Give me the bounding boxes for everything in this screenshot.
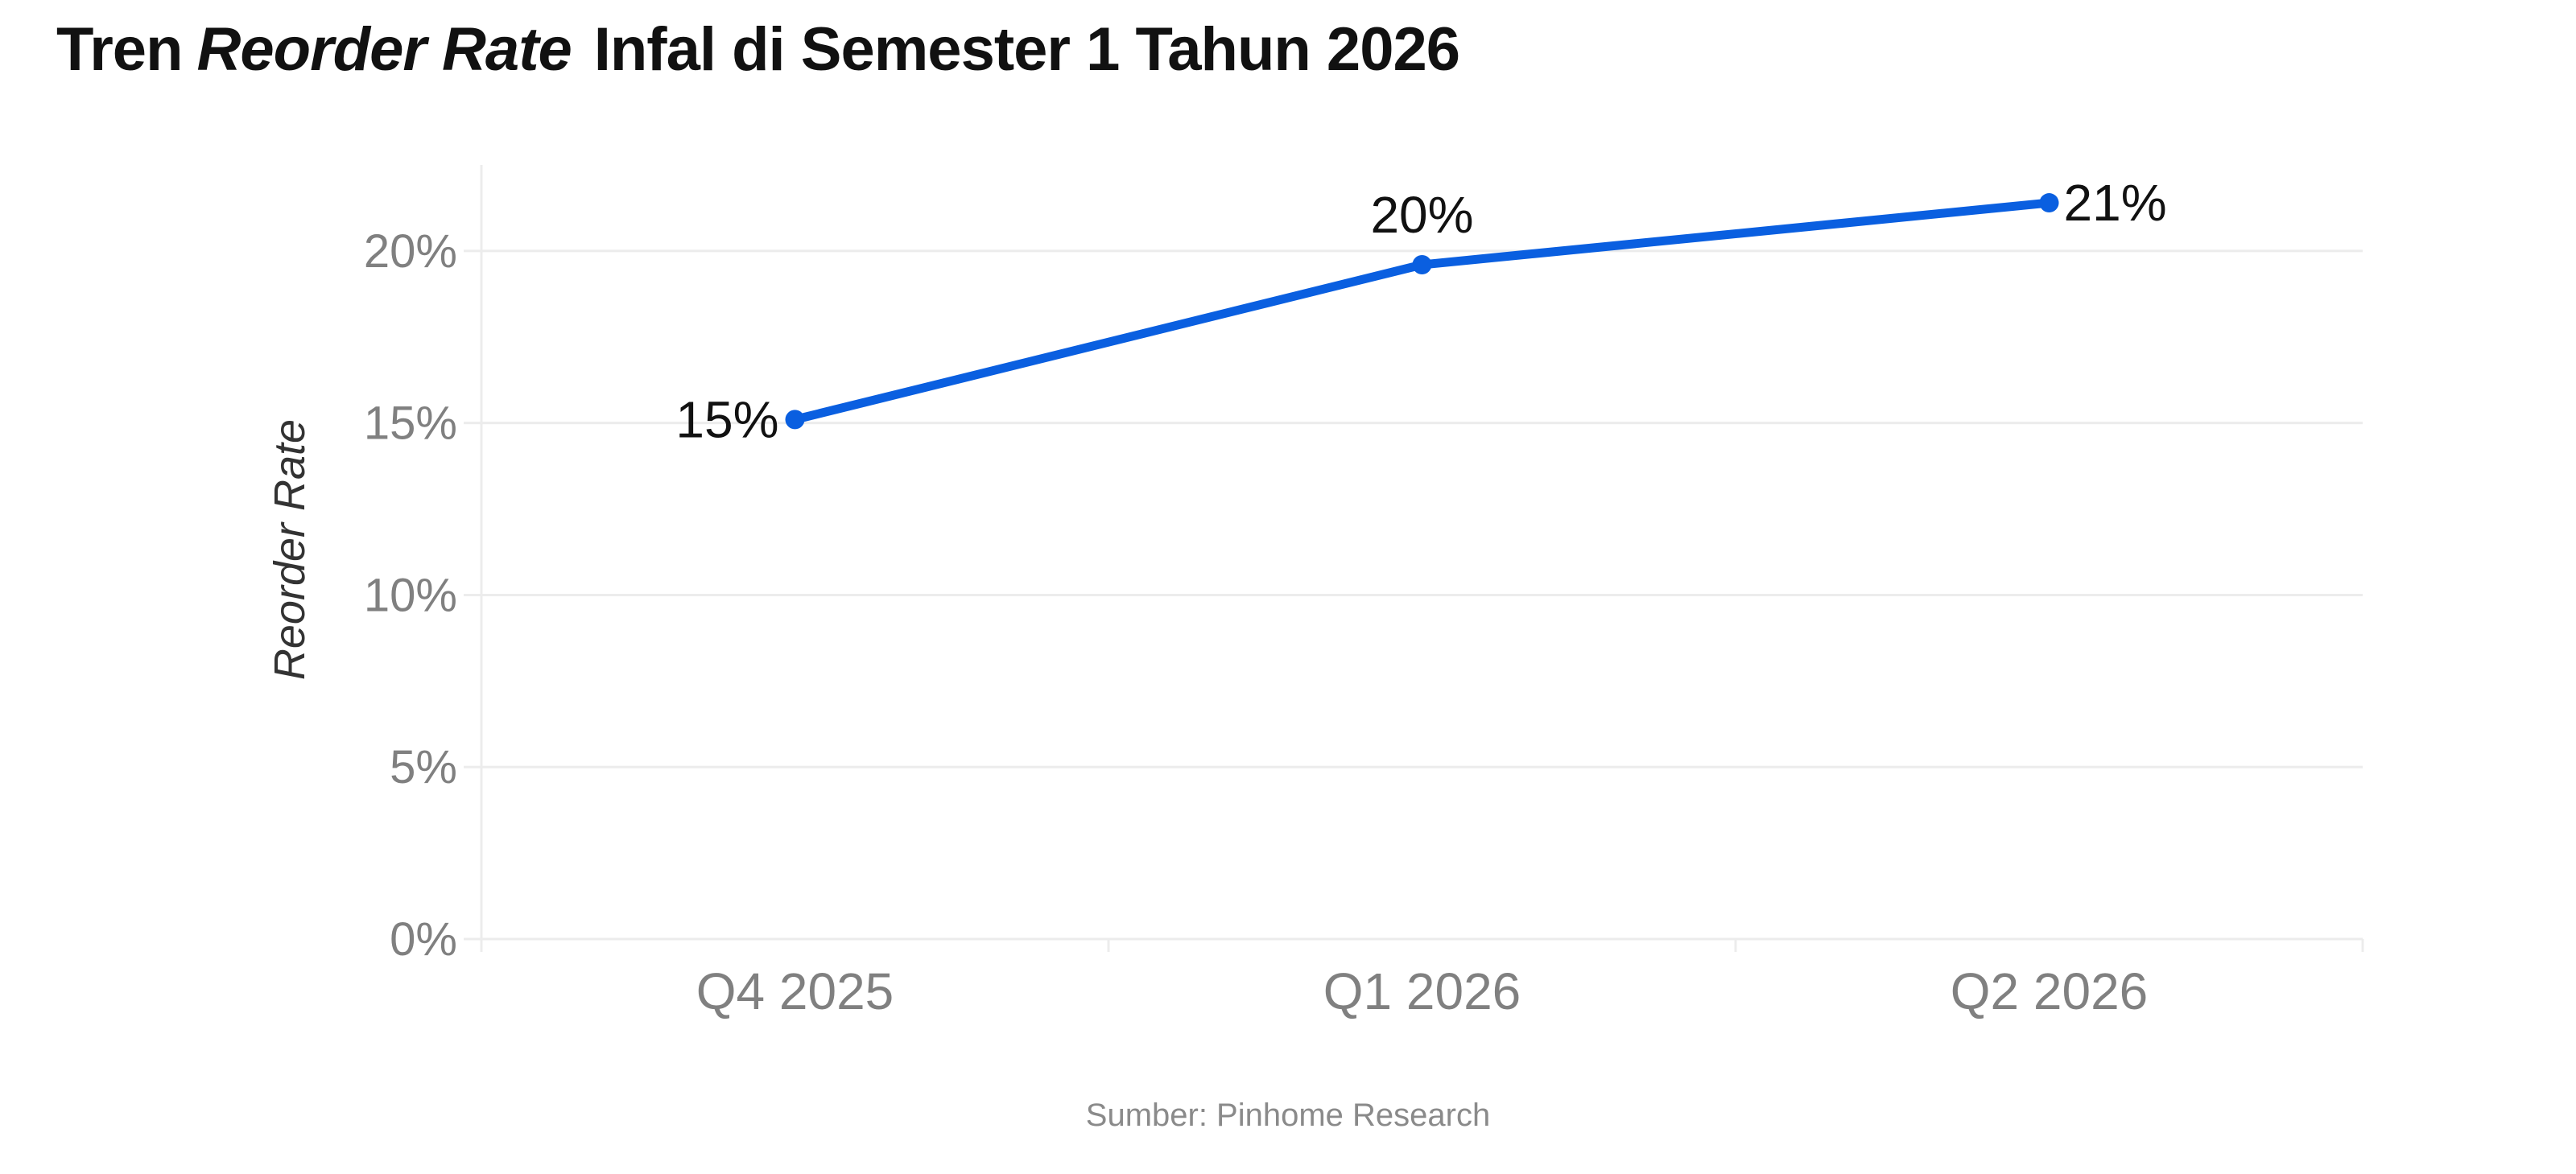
title-italic: Reorder Rate: [196, 15, 572, 84]
line-chart: 0% 5% 10% 15% 20% Q4 2025 Q1 2026 Q2 2026 15% 20…: [266, 165, 2364, 1020]
data-labels: 15% 20% 21%: [675, 174, 2166, 448]
y-tick-label: 0%: [390, 913, 457, 966]
tick-labels: 0% 5% 10% 15% 20% Q4 2025 Q1 2026 Q2 2026: [364, 225, 2148, 1020]
axes: [464, 165, 2364, 952]
y-tick-label: 20%: [364, 225, 457, 278]
y-tick-label: 15%: [364, 398, 457, 450]
grid-lines: [481, 249, 2363, 768]
data-point: [785, 410, 805, 430]
chart-title: Tren Reorder Rate Infal di Semester 1 Tahu…: [56, 14, 1460, 84]
y-tick-label: 10%: [364, 569, 457, 621]
x-tick-label: Q2 2026: [1951, 962, 2149, 1020]
y-tick-label: 5%: [390, 741, 457, 793]
source-note: Sumber: Pinhome Research: [1085, 1098, 1491, 1133]
data-label: 15%: [675, 390, 778, 448]
title-prefix: Tren: [56, 15, 183, 84]
data-label: 20%: [1370, 186, 1473, 244]
data-point: [1412, 254, 1432, 274]
data-label: 21%: [2064, 174, 2167, 232]
title-suffix: Infal di Semester 1 Tahun 2026: [593, 15, 1460, 84]
series: [785, 193, 2059, 430]
x-tick-label: Q4 2025: [696, 962, 894, 1020]
x-tick-label: Q1 2026: [1323, 962, 1521, 1020]
data-point: [2039, 193, 2059, 213]
y-axis-label: Reorder Rate: [266, 419, 314, 680]
